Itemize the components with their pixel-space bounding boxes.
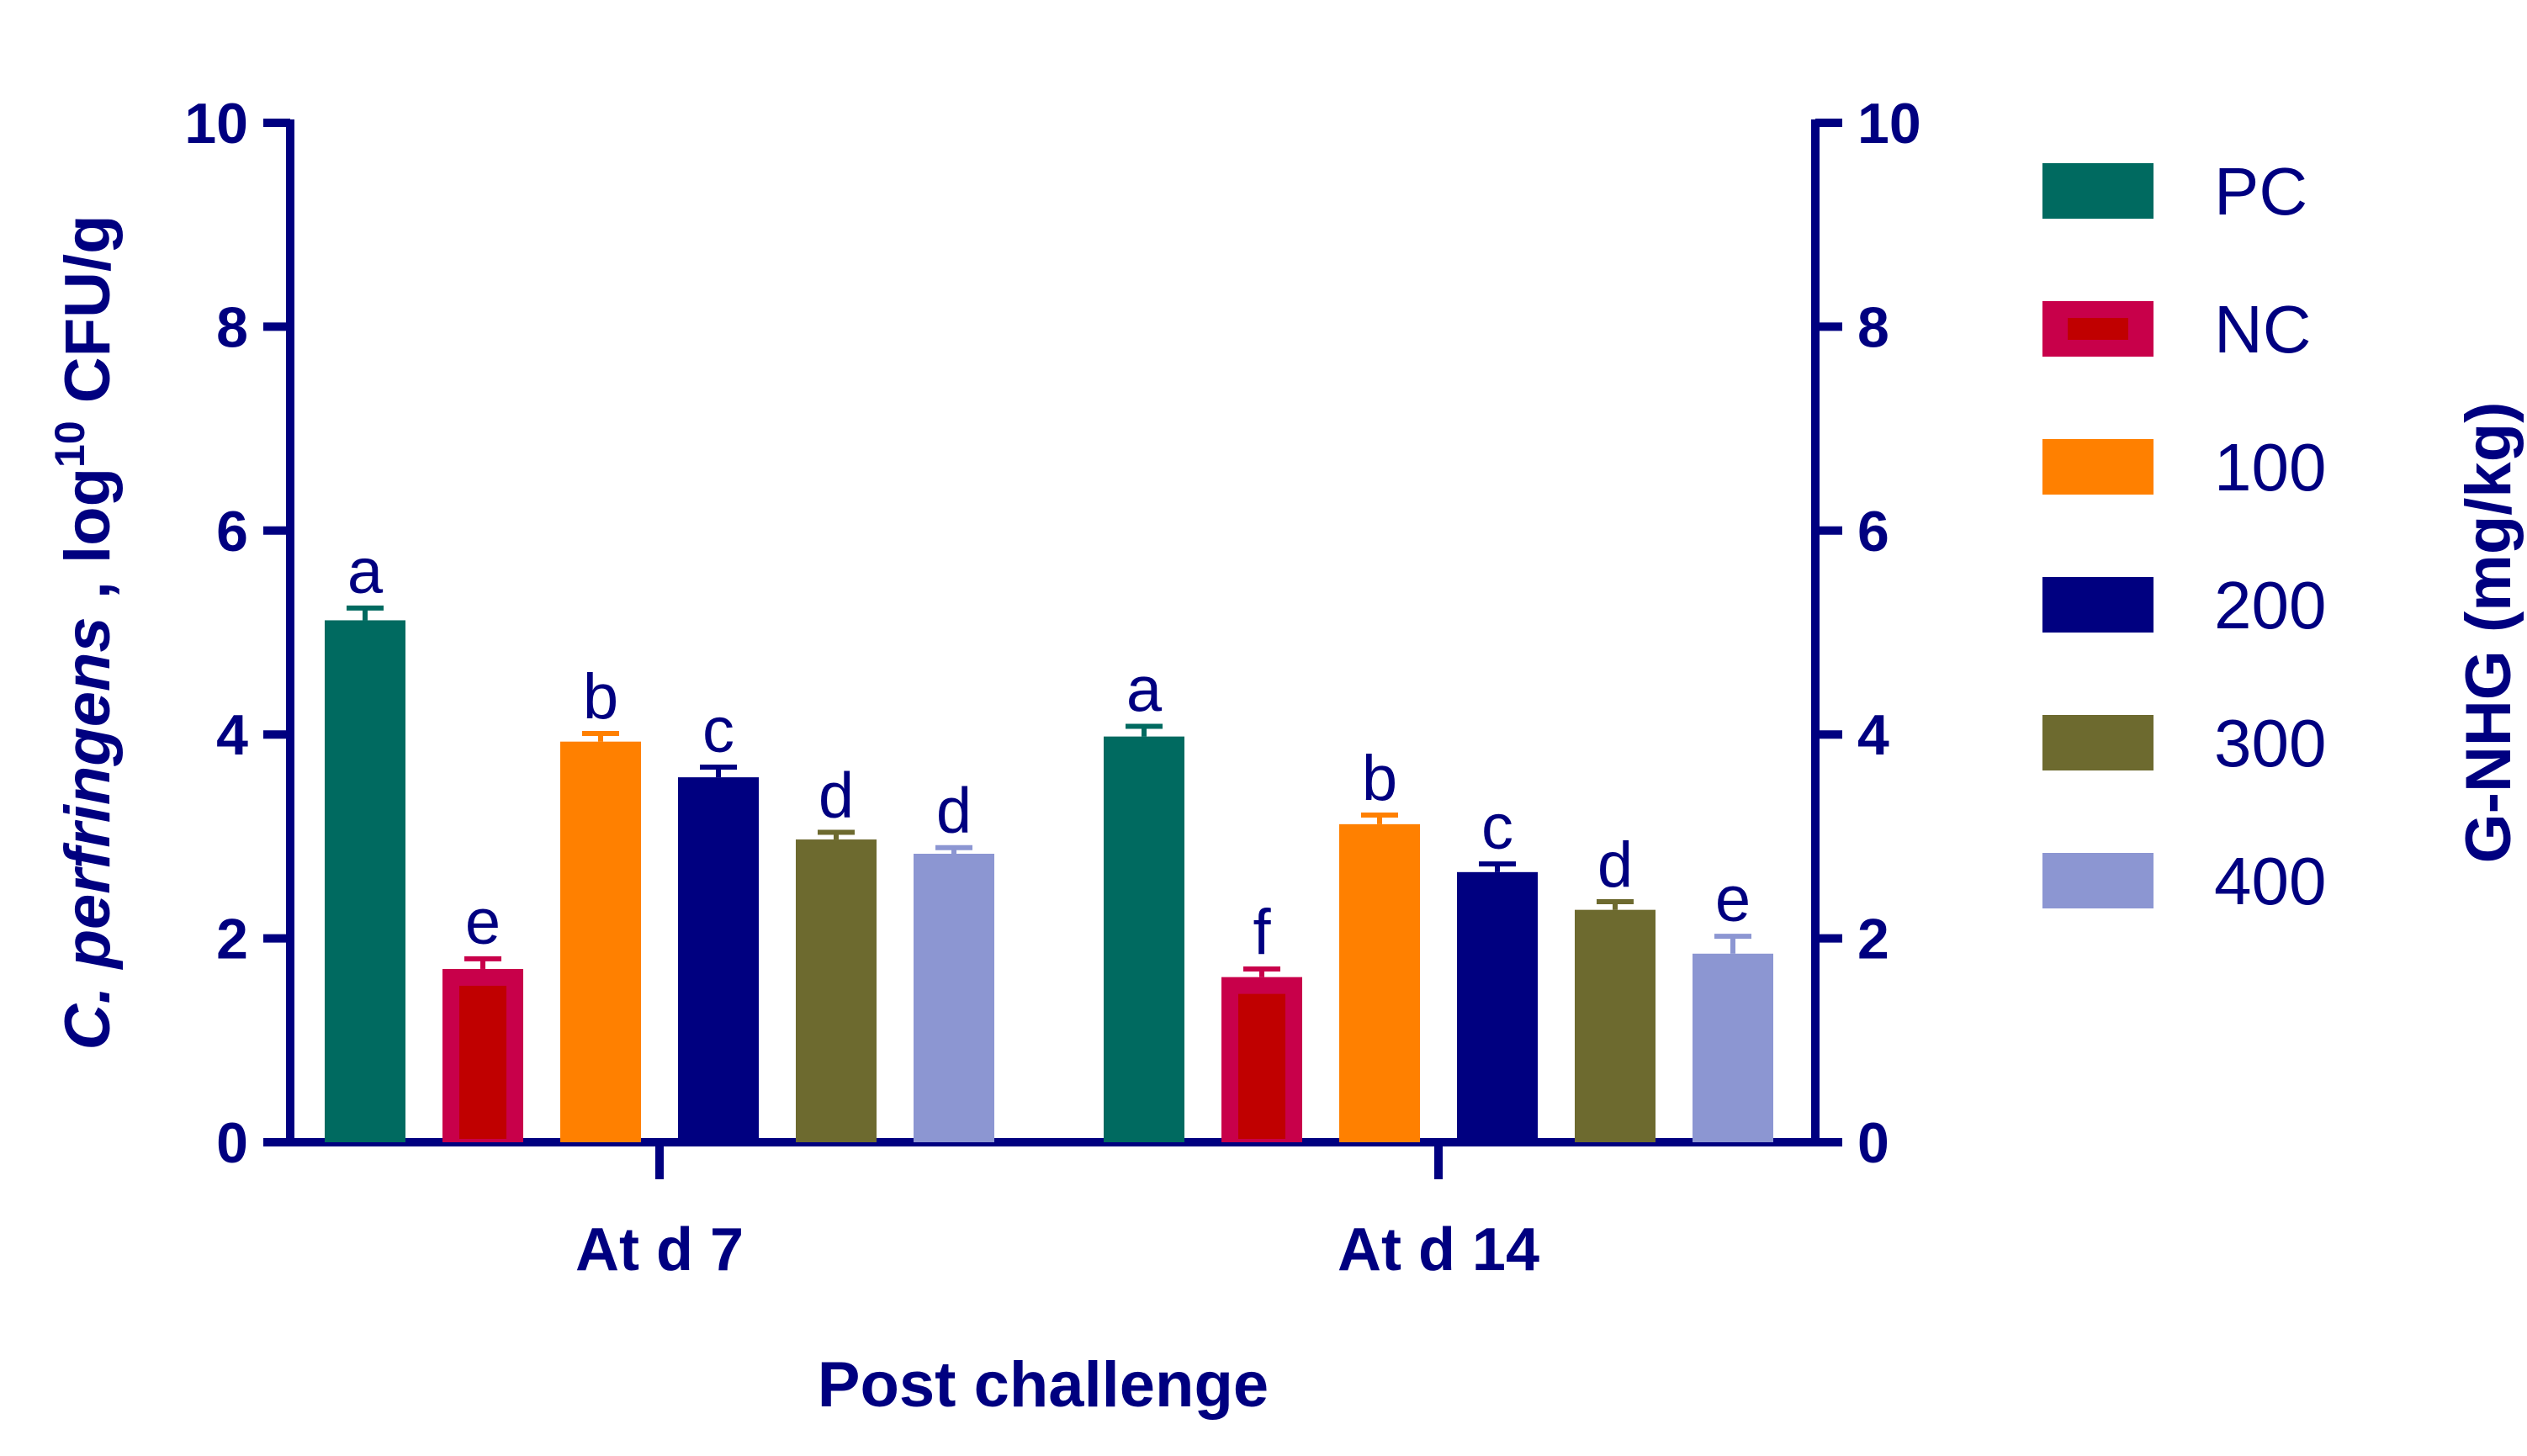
significance-letter: b <box>1362 743 1397 814</box>
significance-letter: c <box>1481 792 1513 863</box>
right-y-tick-label: 4 <box>1857 703 1889 767</box>
y-axis-title-part1: , log <box>52 468 124 617</box>
bar <box>1104 736 1184 1142</box>
legend: PC NC 100 200 300 400 <box>2042 154 2326 919</box>
x-axis-title: Post challenge <box>818 1349 1269 1421</box>
right-y-tick-label: 0 <box>1857 1111 1889 1175</box>
legend-label: 300 <box>2214 706 2326 781</box>
significance-letter: a <box>1126 654 1163 726</box>
right-y-tick-label: 6 <box>1857 500 1889 564</box>
legend-label: NC <box>2214 292 2312 367</box>
bar <box>1575 909 1656 1142</box>
left-y-tick-label: 8 <box>216 295 248 359</box>
bar <box>914 854 994 1142</box>
legend-label: PC <box>2214 154 2307 229</box>
left-y-tick-label: 2 <box>216 908 248 972</box>
legend-swatch <box>2042 715 2154 770</box>
right-y-axis-title: G-NHG (mg/kg) <box>2453 402 2524 864</box>
y-axis-title-italic: C. perfringens <box>52 617 124 1050</box>
legend-swatch <box>2042 163 2154 219</box>
left-y-tick-label: 10 <box>184 92 248 156</box>
legend-label: 200 <box>2214 568 2326 643</box>
axes: 0 0 2 2 4 4 6 6 8 8 10 10 At d 7 At d 14 <box>184 92 1920 1284</box>
left-y-tick-label: 4 <box>216 703 248 767</box>
x-tick-label: At d 7 <box>575 1216 744 1284</box>
bars: a e b c d d a f b c d e <box>325 536 1773 1142</box>
significance-letter: c <box>702 695 734 766</box>
bar-inner <box>459 985 506 1139</box>
left-y-tick-label: 6 <box>216 500 248 564</box>
bar <box>796 839 877 1142</box>
y-axis-title-superscript: 10 <box>46 421 93 468</box>
y-axis-title-part2: CFU/g <box>52 215 124 421</box>
left-y-tick-label: 0 <box>216 1111 248 1175</box>
legend-swatch <box>2042 439 2154 495</box>
bar <box>678 777 759 1142</box>
bar <box>1693 953 1773 1142</box>
significance-letter: f <box>1253 897 1271 968</box>
bar <box>1339 823 1420 1142</box>
significance-letter: b <box>583 661 618 733</box>
bar <box>325 620 405 1142</box>
legend-swatch <box>2042 853 2154 908</box>
right-y-tick-label: 2 <box>1857 908 1889 972</box>
bar <box>560 741 641 1142</box>
significance-letter: d <box>818 760 854 832</box>
legend-swatch-inner <box>2068 318 2128 340</box>
legend-label: 400 <box>2214 844 2326 919</box>
left-y-axis-title: C. perfringens , log10 CFU/g <box>46 215 124 1051</box>
legend-label: 100 <box>2214 430 2326 505</box>
bar <box>1457 871 1538 1142</box>
significance-letter: e <box>465 887 501 958</box>
significance-letter: a <box>347 536 384 607</box>
right-y-tick-label: 10 <box>1857 92 1921 156</box>
significance-letter: d <box>1597 829 1633 901</box>
x-tick-label: At d 14 <box>1338 1216 1539 1284</box>
legend-swatch <box>2042 577 2154 633</box>
bar-inner <box>1238 993 1285 1139</box>
significance-letter: e <box>1715 864 1751 935</box>
right-y-tick-label: 8 <box>1857 295 1889 359</box>
significance-letter: d <box>936 776 972 847</box>
